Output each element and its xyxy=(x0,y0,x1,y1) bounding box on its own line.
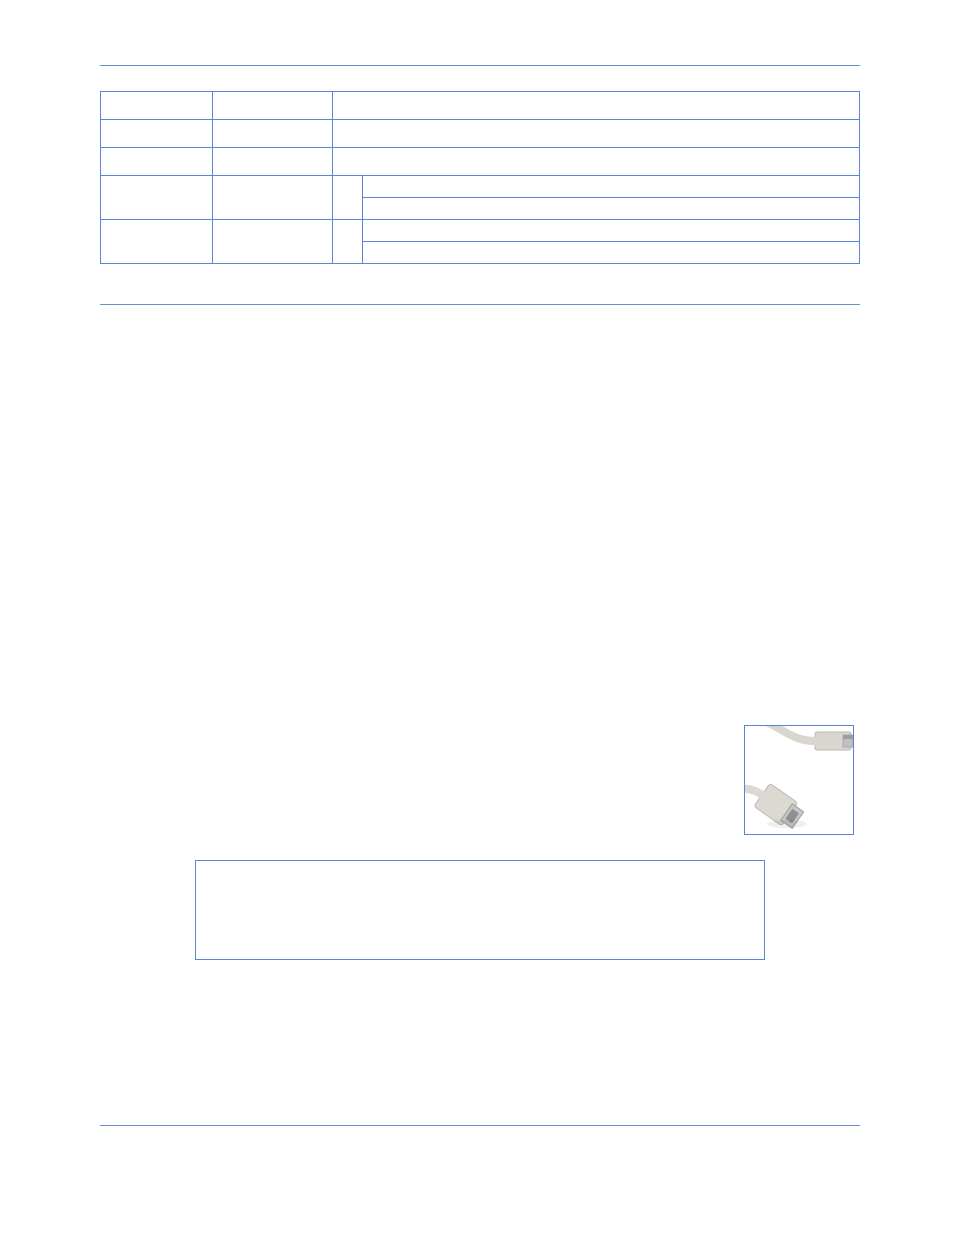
cell xyxy=(101,120,213,148)
table-row xyxy=(101,120,860,148)
cell xyxy=(333,120,860,148)
cell xyxy=(363,220,860,242)
cell xyxy=(213,92,333,120)
cell xyxy=(101,92,213,120)
table-row xyxy=(101,92,860,120)
cell xyxy=(333,92,860,120)
cell xyxy=(363,198,860,220)
note-box xyxy=(195,860,765,960)
cell xyxy=(101,176,213,220)
cell xyxy=(363,242,860,264)
header-rule xyxy=(100,65,860,66)
cell xyxy=(101,148,213,176)
cell xyxy=(213,120,333,148)
cell xyxy=(213,220,333,264)
cell xyxy=(213,176,333,220)
cell xyxy=(333,148,860,176)
footer-rule xyxy=(100,1125,860,1126)
table-row xyxy=(101,220,860,242)
cell xyxy=(333,176,363,220)
table-row xyxy=(101,176,860,198)
section-rule xyxy=(100,304,860,305)
spec-table xyxy=(100,91,860,264)
table-row xyxy=(101,148,860,176)
cell xyxy=(333,220,363,264)
cell xyxy=(101,220,213,264)
cell xyxy=(363,176,860,198)
cell xyxy=(213,148,333,176)
usb-cable-illustration xyxy=(744,725,854,835)
